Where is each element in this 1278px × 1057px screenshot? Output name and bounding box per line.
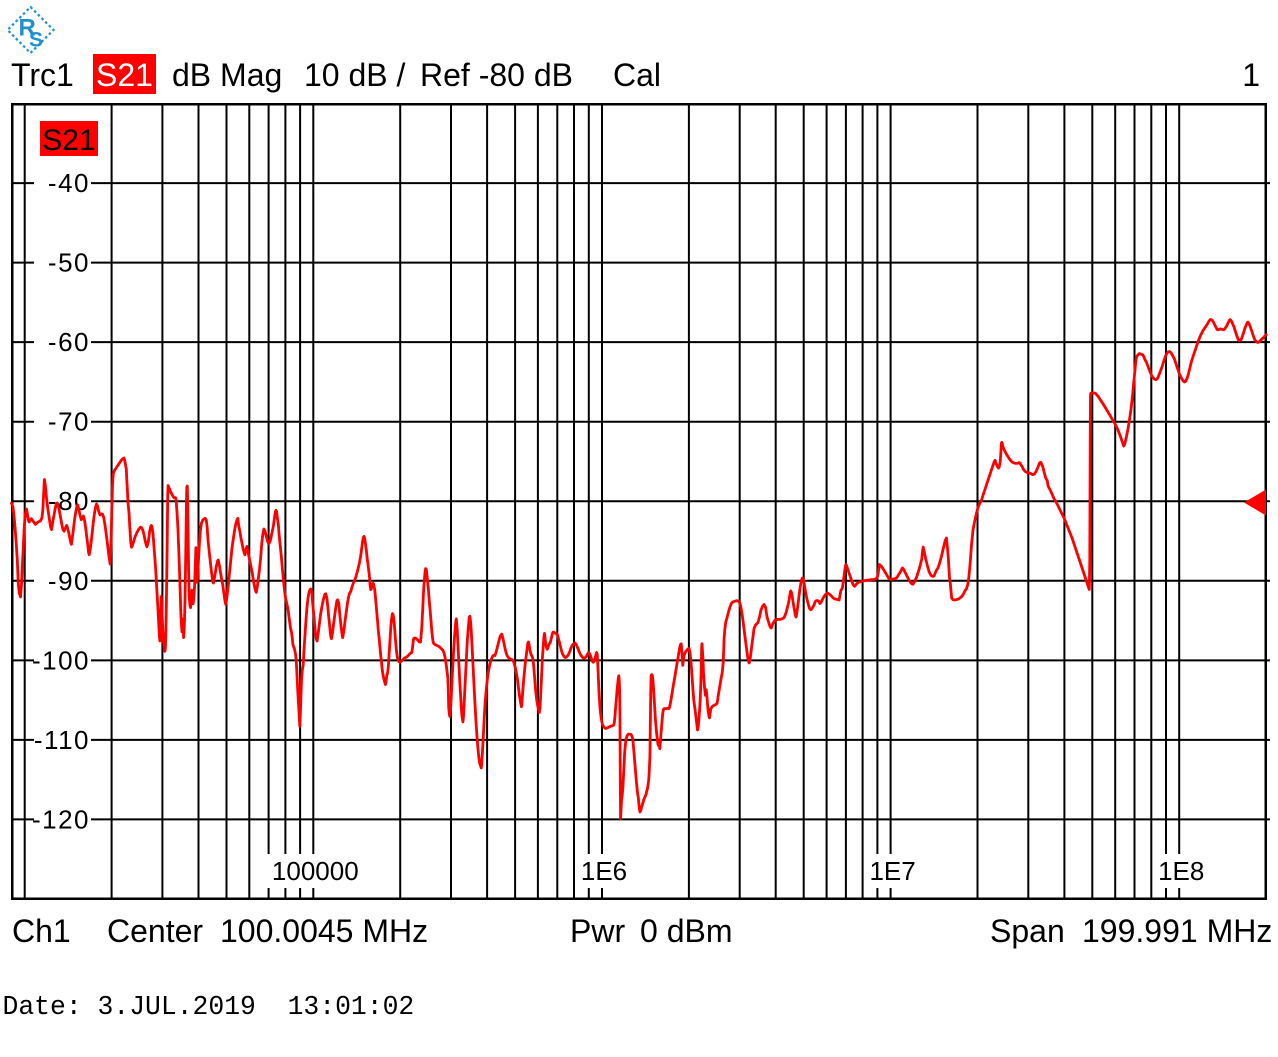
svg-text:-100: -100 xyxy=(32,645,90,675)
svg-text:199.991 MHz: 199.991 MHz xyxy=(1082,913,1272,949)
svg-text:Trc1: Trc1 xyxy=(11,57,74,93)
svg-text:-70: -70 xyxy=(48,407,90,437)
svg-text:10 dB /: 10 dB / xyxy=(304,57,406,93)
svg-text:100000: 100000 xyxy=(272,856,359,886)
svg-text:1E8: 1E8 xyxy=(1158,856,1204,886)
svg-text:S21: S21 xyxy=(42,124,95,157)
svg-text:dB Mag: dB Mag xyxy=(172,57,282,93)
svg-text:Date: 3.JUL.2019 13:01:02: Date: 3.JUL.2019 13:01:02 xyxy=(3,992,415,1022)
svg-text:100.0045 MHz: 100.0045 MHz xyxy=(220,913,428,949)
svg-text:R: R xyxy=(19,15,36,42)
svg-text:Span: Span xyxy=(990,913,1065,949)
svg-text:0 dBm: 0 dBm xyxy=(640,913,732,949)
svg-text:-120: -120 xyxy=(32,804,90,834)
svg-text:-60: -60 xyxy=(48,327,90,357)
svg-text:Pwr: Pwr xyxy=(570,913,625,949)
svg-text:Center: Center xyxy=(107,913,203,949)
svg-text:1E7: 1E7 xyxy=(869,856,915,886)
svg-text:Ref -80 dB: Ref -80 dB xyxy=(420,57,573,93)
svg-text:S21: S21 xyxy=(96,57,153,93)
svg-text:S: S xyxy=(29,29,43,52)
svg-text:1: 1 xyxy=(1242,57,1260,93)
svg-text:-110: -110 xyxy=(34,725,90,755)
svg-text:-50: -50 xyxy=(48,248,90,278)
svg-text:1E6: 1E6 xyxy=(581,856,627,886)
svg-text:Ch1: Ch1 xyxy=(12,913,71,949)
svg-text:Cal: Cal xyxy=(613,57,661,93)
svg-text:-90: -90 xyxy=(48,566,90,596)
svg-text:-40: -40 xyxy=(48,168,90,198)
